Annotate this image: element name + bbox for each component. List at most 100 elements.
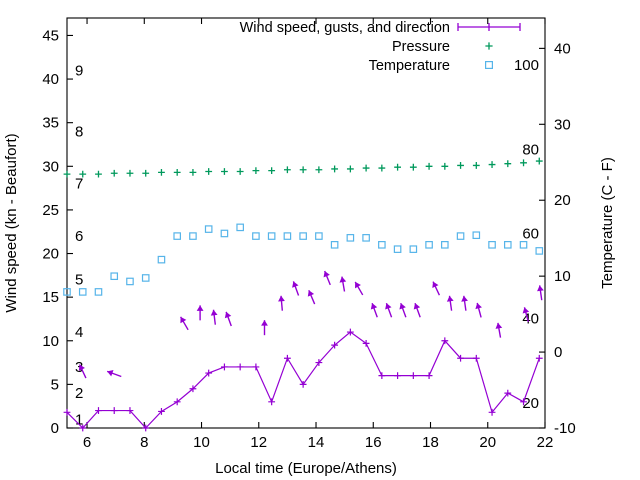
- temperature-point: [315, 232, 323, 240]
- wind-direction-arrow: [307, 289, 316, 305]
- wind-direction-arrow: [385, 302, 393, 318]
- pressure-point: [299, 166, 307, 174]
- wind-direction-arrow: [446, 295, 454, 311]
- wind-direction-arrow: [210, 309, 218, 325]
- wind-direction-arrow: [495, 322, 503, 338]
- wind-speed-point: [110, 407, 118, 414]
- pressure-point: [205, 168, 213, 175]
- wind-direction-arrow: [106, 370, 122, 378]
- temperature-point: [141, 274, 150, 282]
- wind-direction-arrow: [354, 281, 364, 296]
- legend-label-1: Pressure: [392, 39, 450, 55]
- temperature-point: [126, 277, 134, 286]
- wind-direction-arrow: [224, 311, 232, 327]
- temperature-point: [236, 223, 244, 232]
- wind-speed-point: [236, 363, 244, 371]
- temperature-point: [503, 241, 512, 249]
- pressure-point: [504, 160, 512, 168]
- pressure-point: [457, 162, 464, 169]
- wind-speed-point: [346, 328, 354, 336]
- wind-speed-point: [441, 337, 449, 345]
- wind-speed-point: [95, 407, 102, 414]
- temperature-point: [157, 255, 166, 264]
- wind-speed-point: [221, 363, 228, 371]
- fahrenheit-label: 80: [522, 141, 539, 158]
- wind-direction-arrow: [278, 295, 285, 311]
- wind-speed-point: [409, 372, 417, 380]
- x-tick-label: 22: [537, 434, 554, 451]
- temperature-point: [519, 241, 528, 249]
- beaufort-label: 3: [75, 359, 83, 376]
- temperature-point: [283, 232, 292, 240]
- wind-speed-point: [158, 408, 165, 415]
- y2-tick-label: 20: [554, 192, 571, 209]
- beaufort-label: 2: [75, 385, 83, 402]
- x-tick-label: 6: [83, 434, 91, 451]
- wind-speed-point: [535, 354, 543, 362]
- wind-direction-arrow: [522, 307, 530, 323]
- wind-direction-arrow: [432, 281, 441, 296]
- wind-speed-point: [425, 372, 433, 380]
- temperature-point: [110, 272, 119, 281]
- y-tick-label: 30: [42, 158, 59, 175]
- wind-speed-point: [63, 408, 71, 416]
- pressure-series: [63, 157, 543, 178]
- pressure-point: [79, 170, 87, 178]
- pressure-point: [63, 170, 71, 178]
- wind-speed-point: [315, 359, 323, 366]
- x-tick-label: 20: [479, 434, 496, 451]
- wind-speed-point: [268, 398, 276, 406]
- wind-direction-arrow: [323, 270, 331, 286]
- plot-frame: [66, 17, 546, 429]
- wind-direction-arrow: [292, 281, 300, 296]
- y-tick-label: 40: [42, 71, 59, 88]
- pressure-point: [283, 166, 291, 174]
- temperature-point: [78, 288, 87, 296]
- pressure-point: [252, 167, 260, 175]
- pressure-point: [158, 169, 165, 176]
- temperature-point: [378, 241, 386, 249]
- y-axis-title: Wind speed (kn - Beaufort): [3, 133, 20, 312]
- wind-speed-point: [205, 369, 213, 377]
- pressure-point: [236, 168, 244, 175]
- wind-speed-point: [252, 363, 260, 371]
- temperature-point: [330, 241, 339, 249]
- beaufort-label: 1: [75, 411, 83, 428]
- wind-direction-arrow: [339, 276, 347, 292]
- x-tick-label: 10: [193, 434, 210, 451]
- wind-speed-series: [63, 328, 543, 432]
- legend-sample-plus: [485, 42, 493, 50]
- temperature-point: [535, 247, 544, 255]
- y2-tick-label: 40: [554, 40, 571, 57]
- y2-tick-label: 10: [554, 268, 571, 285]
- wind-direction-arrow: [78, 364, 87, 379]
- pressure-point: [173, 169, 181, 176]
- pressure-point: [142, 169, 150, 177]
- y-tick-label: 20: [42, 246, 59, 263]
- temperature-point: [204, 225, 213, 233]
- wind-direction-arrow: [475, 302, 482, 318]
- temperature-point: [252, 232, 260, 240]
- y-tick-label: 35: [42, 115, 59, 132]
- pressure-point: [409, 163, 417, 171]
- pressure-point: [95, 170, 102, 178]
- wind-speed-point: [299, 380, 307, 388]
- x-tick-label: 12: [250, 434, 267, 451]
- beaufort-label: 7: [75, 176, 83, 193]
- wind-speed-point: [283, 354, 291, 362]
- wind-speed-point: [394, 372, 401, 380]
- fahrenheit-label: 60: [522, 226, 539, 243]
- wind-direction-arrow: [179, 316, 189, 331]
- temperature-series: [63, 223, 544, 296]
- beaufort-label: 8: [75, 123, 83, 140]
- temperature-point: [456, 232, 465, 240]
- y-tick-label: 25: [42, 202, 59, 219]
- wind-speed-point: [189, 385, 197, 393]
- temperature-point: [299, 232, 307, 240]
- wind-direction-arrow: [399, 302, 407, 318]
- fahrenheit-label: 100: [514, 57, 539, 74]
- wind-speed-point: [79, 424, 87, 432]
- pressure-point: [441, 162, 449, 170]
- y-tick-label: 5: [51, 376, 59, 393]
- x-axis-title: Local time (Europe/Athens): [215, 460, 397, 477]
